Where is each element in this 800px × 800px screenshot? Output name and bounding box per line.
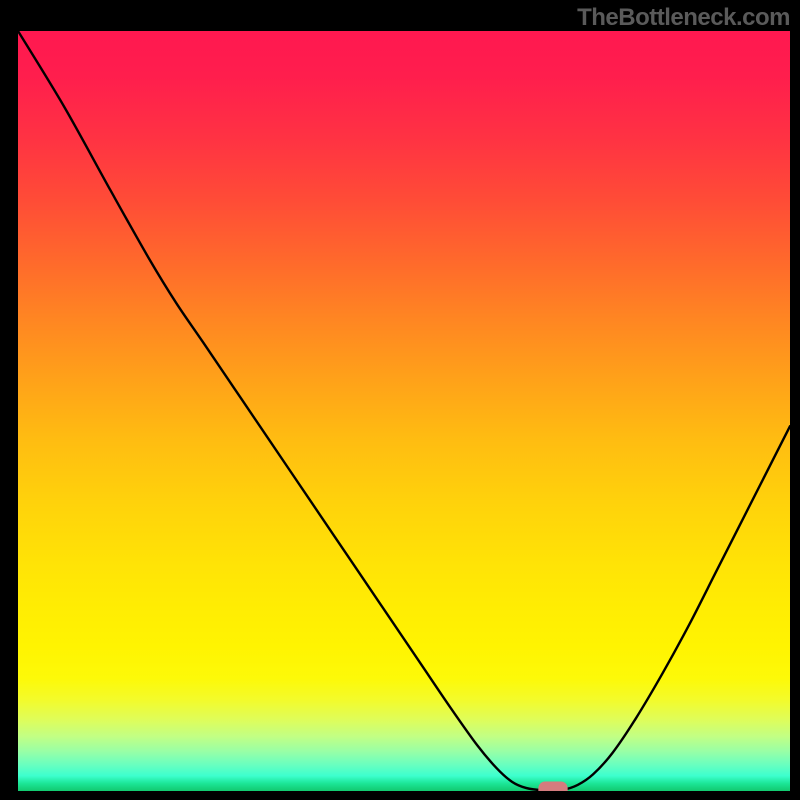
watermark-text: TheBottleneck.com	[577, 4, 790, 32]
gradient-background	[18, 31, 790, 791]
optimum-marker	[538, 782, 567, 792]
bottleneck-chart	[18, 31, 790, 791]
chart-frame: TheBottleneck.com	[0, 0, 800, 800]
